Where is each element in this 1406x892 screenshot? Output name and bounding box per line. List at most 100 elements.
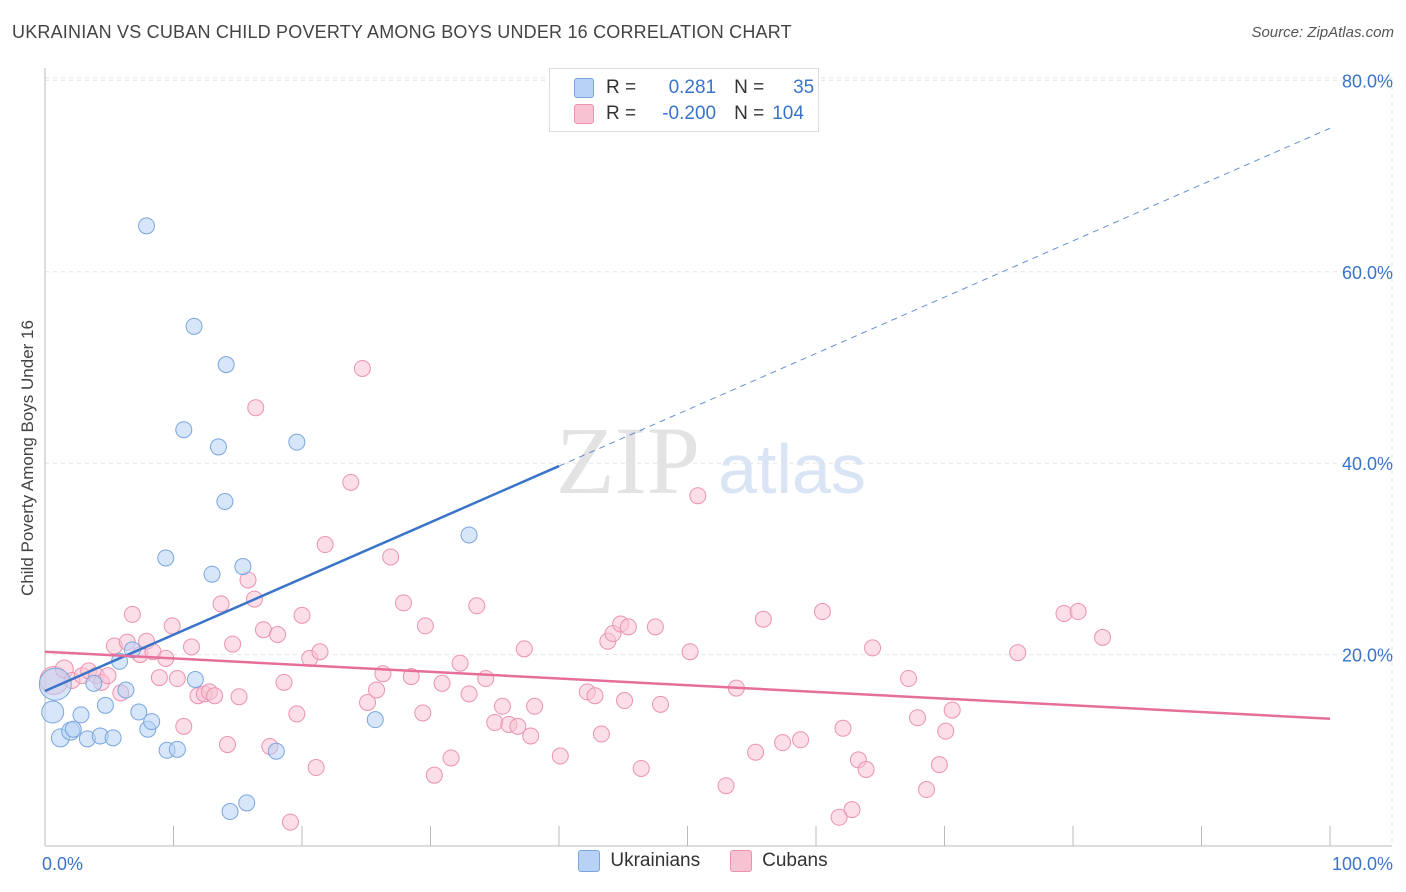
ukrainian-point[interactable] bbox=[38, 667, 72, 701]
cuban-point[interactable] bbox=[212, 595, 230, 613]
cuban-point[interactable] bbox=[900, 670, 918, 688]
cuban-point[interactable] bbox=[288, 705, 306, 723]
cuban-point[interactable] bbox=[442, 749, 460, 767]
cuban-point[interactable] bbox=[864, 639, 882, 657]
cuban-point[interactable] bbox=[943, 701, 961, 719]
cuban-point[interactable] bbox=[652, 695, 670, 713]
ukrainian-point[interactable] bbox=[288, 433, 306, 451]
cuban-point[interactable] bbox=[1009, 644, 1027, 662]
cuban-point[interactable] bbox=[359, 693, 377, 711]
ukrainian-point[interactable] bbox=[221, 803, 239, 821]
cuban-point[interactable] bbox=[414, 704, 432, 722]
ukrainian-point[interactable] bbox=[72, 706, 90, 724]
cuban-point[interactable] bbox=[230, 688, 248, 706]
cuban-point[interactable] bbox=[930, 756, 948, 774]
ukrainian-point[interactable] bbox=[175, 421, 193, 439]
cuban-point[interactable] bbox=[1094, 628, 1112, 646]
cuban-point[interactable] bbox=[433, 674, 451, 692]
cuban-point[interactable] bbox=[646, 618, 664, 636]
cuban-point[interactable] bbox=[275, 673, 293, 691]
cuban-point[interactable] bbox=[168, 670, 186, 688]
cuban-point[interactable] bbox=[792, 731, 810, 749]
cuban-point[interactable] bbox=[909, 709, 927, 727]
cuban-point[interactable] bbox=[254, 621, 272, 639]
cuban-point[interactable] bbox=[843, 801, 861, 819]
cuban-point[interactable] bbox=[857, 760, 875, 778]
cuban-point[interactable] bbox=[293, 606, 311, 624]
cuban-point[interactable] bbox=[754, 610, 772, 628]
cuban-point[interactable] bbox=[416, 617, 434, 635]
ukrainian-point[interactable] bbox=[64, 720, 82, 738]
cuban-point[interactable] bbox=[632, 759, 650, 777]
ukrainian-point[interactable] bbox=[117, 681, 135, 699]
cuban-point[interactable] bbox=[486, 714, 504, 732]
cuban-point[interactable] bbox=[592, 725, 610, 743]
cuban-point[interactable] bbox=[681, 643, 699, 661]
ukrainian-point[interactable] bbox=[217, 356, 235, 374]
cuban-point[interactable] bbox=[150, 669, 168, 687]
ukrainian-point[interactable] bbox=[203, 565, 221, 583]
ukrainian-point[interactable] bbox=[234, 558, 252, 576]
legend-item-cubans[interactable]: Cubans bbox=[730, 850, 828, 872]
cuban-point[interactable] bbox=[182, 638, 200, 656]
cuban-point[interactable] bbox=[395, 594, 413, 612]
cuban-point[interactable] bbox=[281, 813, 299, 831]
cuban-point[interactable] bbox=[1055, 604, 1073, 622]
cuban-point[interactable] bbox=[616, 692, 634, 710]
cuban-point[interactable] bbox=[311, 643, 329, 661]
cuban-point[interactable] bbox=[1069, 603, 1087, 621]
cuban-point[interactable] bbox=[830, 808, 848, 826]
cuban-point[interactable] bbox=[460, 685, 478, 703]
cuban-point[interactable] bbox=[163, 617, 181, 635]
ukrainian-point[interactable] bbox=[85, 674, 103, 692]
ukrainian-point[interactable] bbox=[186, 670, 204, 688]
cuban-point[interactable] bbox=[425, 766, 443, 784]
cuban-point[interactable] bbox=[468, 597, 486, 615]
ukrainian-point[interactable] bbox=[168, 740, 186, 758]
cuban-point[interactable] bbox=[834, 719, 852, 737]
ukrainian-point[interactable] bbox=[143, 713, 161, 731]
ukrainian-point[interactable] bbox=[138, 217, 156, 235]
cuban-point[interactable] bbox=[224, 635, 242, 653]
cuban-point[interactable] bbox=[402, 668, 420, 686]
cuban-point[interactable] bbox=[515, 640, 533, 658]
cuban-point[interactable] bbox=[451, 654, 469, 672]
cuban-point[interactable] bbox=[526, 697, 544, 715]
ukrainian-point[interactable] bbox=[130, 703, 148, 721]
cuban-point[interactable] bbox=[813, 603, 831, 621]
cuban-point[interactable] bbox=[586, 687, 604, 705]
ukrainian-point[interactable] bbox=[366, 711, 384, 729]
cuban-point[interactable] bbox=[382, 548, 400, 566]
ukrainian-point[interactable] bbox=[96, 696, 114, 714]
cuban-point[interactable] bbox=[551, 747, 569, 765]
ukrainian-point[interactable] bbox=[216, 492, 234, 510]
ukrainian-point[interactable] bbox=[185, 317, 203, 335]
cuban-point[interactable] bbox=[717, 777, 735, 795]
cuban-point[interactable] bbox=[316, 536, 334, 554]
cuban-point[interactable] bbox=[509, 717, 527, 735]
cuban-point[interactable] bbox=[123, 605, 141, 623]
cuban-point[interactable] bbox=[269, 626, 287, 644]
ukrainian-point[interactable] bbox=[41, 700, 65, 724]
cuban-point[interactable] bbox=[522, 727, 540, 745]
ukrainian-point[interactable] bbox=[104, 729, 122, 747]
cuban-point[interactable] bbox=[247, 399, 265, 417]
cuban-point[interactable] bbox=[353, 359, 371, 377]
cuban-point[interactable] bbox=[689, 487, 707, 505]
ukrainian-point[interactable] bbox=[460, 526, 478, 544]
cuban-point[interactable] bbox=[477, 670, 495, 688]
cuban-point[interactable] bbox=[218, 736, 236, 754]
cuban-point[interactable] bbox=[937, 722, 955, 740]
cuban-point[interactable] bbox=[619, 618, 637, 636]
cuban-point[interactable] bbox=[206, 687, 224, 705]
legend-item-ukrainians[interactable]: Ukrainians bbox=[578, 850, 700, 872]
cuban-point[interactable] bbox=[747, 743, 765, 761]
ukrainian-point[interactable] bbox=[238, 794, 256, 812]
cuban-point[interactable] bbox=[918, 781, 936, 799]
cuban-point[interactable] bbox=[774, 734, 792, 752]
cuban-point[interactable] bbox=[99, 667, 117, 685]
cuban-point[interactable] bbox=[175, 717, 193, 735]
ukrainian-point[interactable] bbox=[157, 549, 175, 567]
cuban-point[interactable] bbox=[307, 759, 325, 777]
cuban-point[interactable] bbox=[342, 473, 360, 491]
